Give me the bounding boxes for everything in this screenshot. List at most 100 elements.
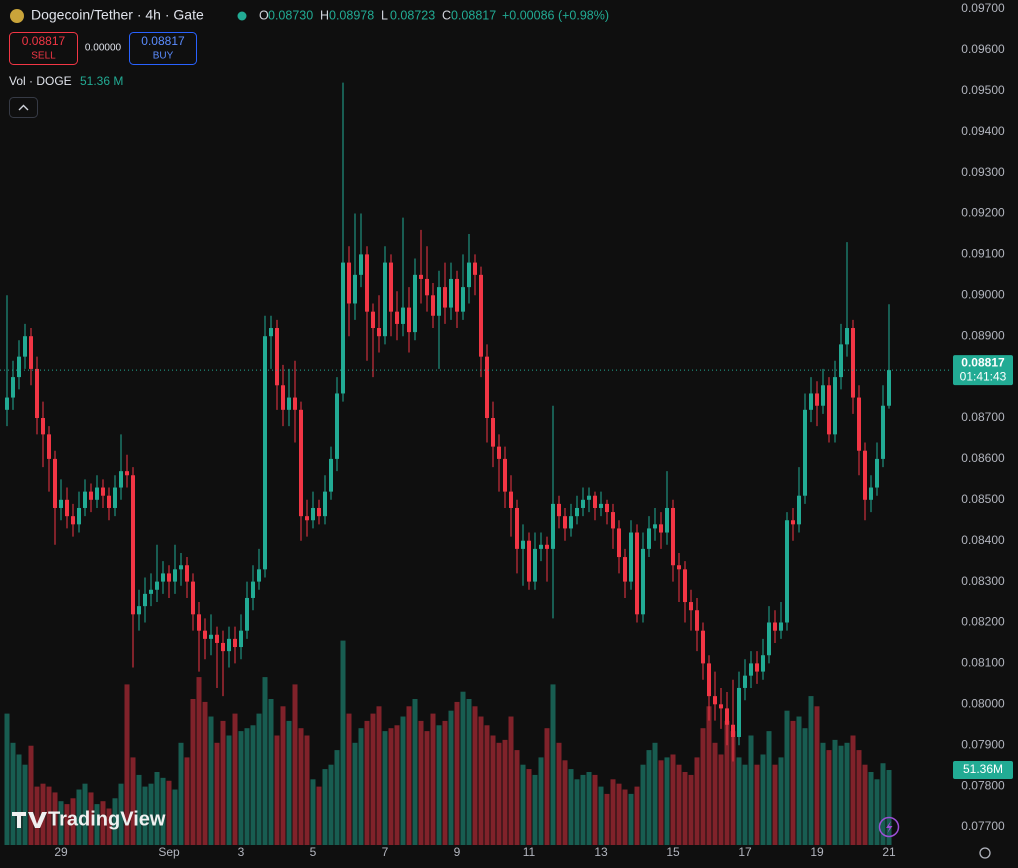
volume-bar bbox=[52, 792, 58, 845]
volume-bar bbox=[136, 774, 142, 845]
volume-bar bbox=[514, 750, 520, 845]
volume-bar bbox=[658, 760, 664, 845]
y-tick-label: 0.08200 bbox=[961, 615, 1005, 629]
x-tick-label: 19 bbox=[810, 845, 824, 859]
collapse-button[interactable] bbox=[9, 97, 38, 118]
candle-body bbox=[629, 532, 633, 582]
volume-title: Vol · DOGE bbox=[9, 74, 72, 88]
candle-body bbox=[251, 581, 255, 598]
volume-bar bbox=[184, 757, 190, 845]
volume-bar bbox=[616, 783, 622, 845]
sell-label: SELL bbox=[31, 51, 56, 62]
volume-bar bbox=[298, 728, 304, 845]
y-tick-label: 0.09300 bbox=[961, 165, 1005, 179]
y-tick-label: 0.08900 bbox=[961, 328, 1005, 342]
candle-body bbox=[179, 565, 183, 570]
volume-bar bbox=[382, 731, 388, 845]
candle-body bbox=[383, 262, 387, 337]
volume-bar bbox=[532, 774, 538, 845]
candle-body bbox=[23, 336, 27, 357]
buy-button[interactable] bbox=[129, 32, 197, 65]
volume-bar bbox=[124, 684, 130, 845]
volume-bar bbox=[670, 754, 676, 845]
volume-bar bbox=[472, 706, 478, 845]
candle-body bbox=[557, 503, 561, 517]
candle-body bbox=[797, 495, 801, 525]
chevron-icon bbox=[18, 104, 29, 111]
volume-bar bbox=[706, 706, 712, 845]
volume-bar bbox=[838, 745, 844, 845]
candle-body bbox=[83, 491, 87, 508]
volume-bar bbox=[130, 757, 136, 845]
candle-body bbox=[239, 630, 243, 648]
volume-bar bbox=[376, 706, 382, 845]
volume-bar bbox=[886, 770, 892, 845]
volume-bar bbox=[826, 750, 832, 845]
volume-bar bbox=[856, 750, 862, 845]
volume-bar bbox=[460, 691, 466, 845]
last-volume-box bbox=[953, 761, 1013, 780]
candle-body bbox=[257, 569, 261, 582]
volume-bar bbox=[676, 764, 682, 845]
volume-bar bbox=[352, 742, 358, 845]
volume-bar bbox=[478, 716, 484, 845]
volume-bar bbox=[160, 777, 166, 845]
y-tick-label: 0.09100 bbox=[961, 247, 1005, 261]
candle-body bbox=[335, 393, 339, 459]
volume-bar bbox=[250, 725, 256, 845]
volume-bar bbox=[718, 754, 724, 845]
volume-bar bbox=[58, 801, 64, 845]
y-tick-label: 0.09000 bbox=[961, 287, 1005, 301]
candle-body bbox=[491, 418, 495, 447]
x-tick-label: 9 bbox=[454, 845, 461, 859]
candle-body bbox=[857, 397, 861, 451]
volume-bar bbox=[844, 742, 850, 845]
symbol-title[interactable]: Dogecoin/Tether · 4h · Gate bbox=[31, 7, 204, 23]
volume-bar bbox=[652, 742, 658, 845]
volume-header: 51.36 M bbox=[80, 74, 123, 88]
volume-bar bbox=[454, 701, 460, 845]
candle-body bbox=[785, 520, 789, 623]
candle-body bbox=[53, 458, 57, 508]
volume-bar bbox=[370, 713, 376, 845]
candle-body bbox=[161, 573, 165, 582]
x-tick-label: 13 bbox=[594, 845, 608, 859]
change: +0.00086 (+0.98%) bbox=[502, 8, 609, 22]
candle-body bbox=[563, 516, 567, 529]
settings-button[interactable] bbox=[979, 847, 991, 859]
volume-bar bbox=[34, 786, 40, 845]
volume-bar bbox=[832, 739, 838, 845]
sell-button[interactable] bbox=[9, 32, 78, 65]
candle-body bbox=[749, 663, 753, 676]
lightning-button[interactable] bbox=[878, 816, 900, 838]
candle-body bbox=[833, 377, 837, 435]
candle-body bbox=[47, 434, 51, 459]
candle-body bbox=[329, 458, 333, 492]
volume-bar bbox=[430, 713, 436, 845]
volume-bar bbox=[646, 750, 652, 845]
volume-bar bbox=[394, 725, 400, 845]
candle-body bbox=[149, 589, 153, 594]
candle-body bbox=[575, 507, 579, 517]
volume-bar bbox=[448, 710, 454, 845]
y-tick-label: 0.08300 bbox=[961, 574, 1005, 588]
volume-bar bbox=[220, 720, 226, 845]
candle-body bbox=[743, 675, 747, 688]
candle-body bbox=[701, 630, 705, 664]
volume-bar bbox=[238, 731, 244, 845]
candle-body bbox=[809, 393, 813, 410]
candle-body bbox=[275, 328, 279, 386]
candle-body bbox=[11, 377, 15, 398]
candle-body bbox=[875, 458, 879, 488]
candle-body bbox=[359, 254, 363, 275]
x-tick-label: 17 bbox=[738, 845, 752, 859]
candle-body bbox=[167, 573, 171, 582]
candle-body bbox=[509, 491, 513, 508]
volume-bar bbox=[484, 725, 490, 845]
candle-body bbox=[395, 311, 399, 324]
x-tick-label: 3 bbox=[238, 845, 245, 859]
x-tick-label: 7 bbox=[382, 845, 389, 859]
market-status bbox=[237, 11, 247, 21]
volume-bar bbox=[880, 763, 886, 845]
volume-bar bbox=[664, 757, 670, 845]
